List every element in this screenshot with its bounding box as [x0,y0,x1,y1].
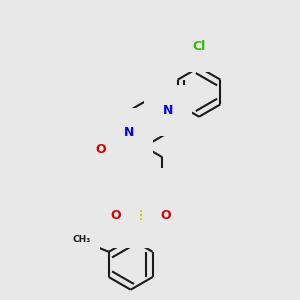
Text: O: O [161,209,171,223]
Text: N: N [136,187,146,200]
Text: S: S [136,209,146,223]
Text: Cl: Cl [192,40,206,53]
Text: N: N [163,104,173,117]
Text: N: N [124,126,134,140]
Text: CH₃: CH₃ [73,236,91,244]
Text: O: O [111,209,122,223]
Text: O: O [96,143,106,156]
